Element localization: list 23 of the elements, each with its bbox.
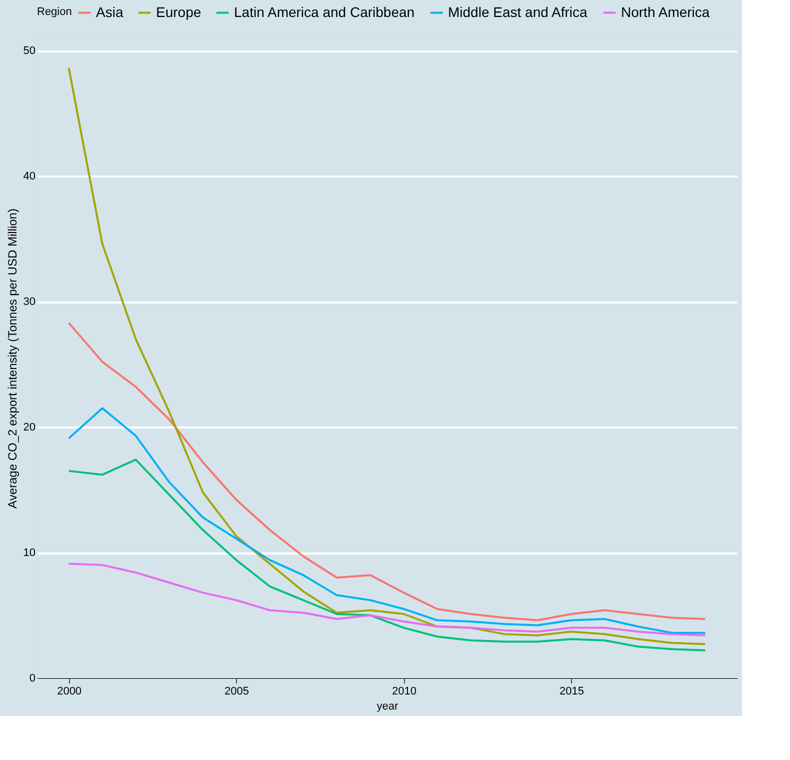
y-tick-label: 20 bbox=[23, 422, 36, 434]
y-tick-label: 0 bbox=[29, 672, 36, 684]
x-tick-label: 2010 bbox=[392, 686, 416, 698]
line-series bbox=[68, 322, 706, 622]
x-axis-title: year bbox=[376, 700, 399, 712]
legend-label: Europe bbox=[156, 4, 202, 20]
x-tick-label: 2000 bbox=[57, 686, 82, 698]
line-series bbox=[68, 67, 706, 646]
legend-label: Latin America and Caribbean bbox=[234, 4, 415, 20]
line-series bbox=[68, 458, 706, 652]
line-series bbox=[68, 562, 706, 636]
legend-title: Region bbox=[37, 6, 72, 18]
line-series bbox=[68, 407, 706, 634]
x-tick-label: 2015 bbox=[559, 686, 584, 698]
y-tick-label: 30 bbox=[23, 296, 36, 308]
legend-label: Middle East and Africa bbox=[448, 4, 588, 20]
y-tick-label: 10 bbox=[23, 547, 36, 560]
y-tick-label: 40 bbox=[23, 170, 36, 183]
y-tick-label: 50 bbox=[23, 45, 36, 58]
legend-label: North America bbox=[621, 4, 710, 20]
y-axis-title: Average CO_2 export intensity (Tonnes per USD Million) bbox=[5, 208, 20, 508]
legend-label: Asia bbox=[96, 4, 124, 20]
x-tick-label: 2005 bbox=[224, 686, 250, 698]
